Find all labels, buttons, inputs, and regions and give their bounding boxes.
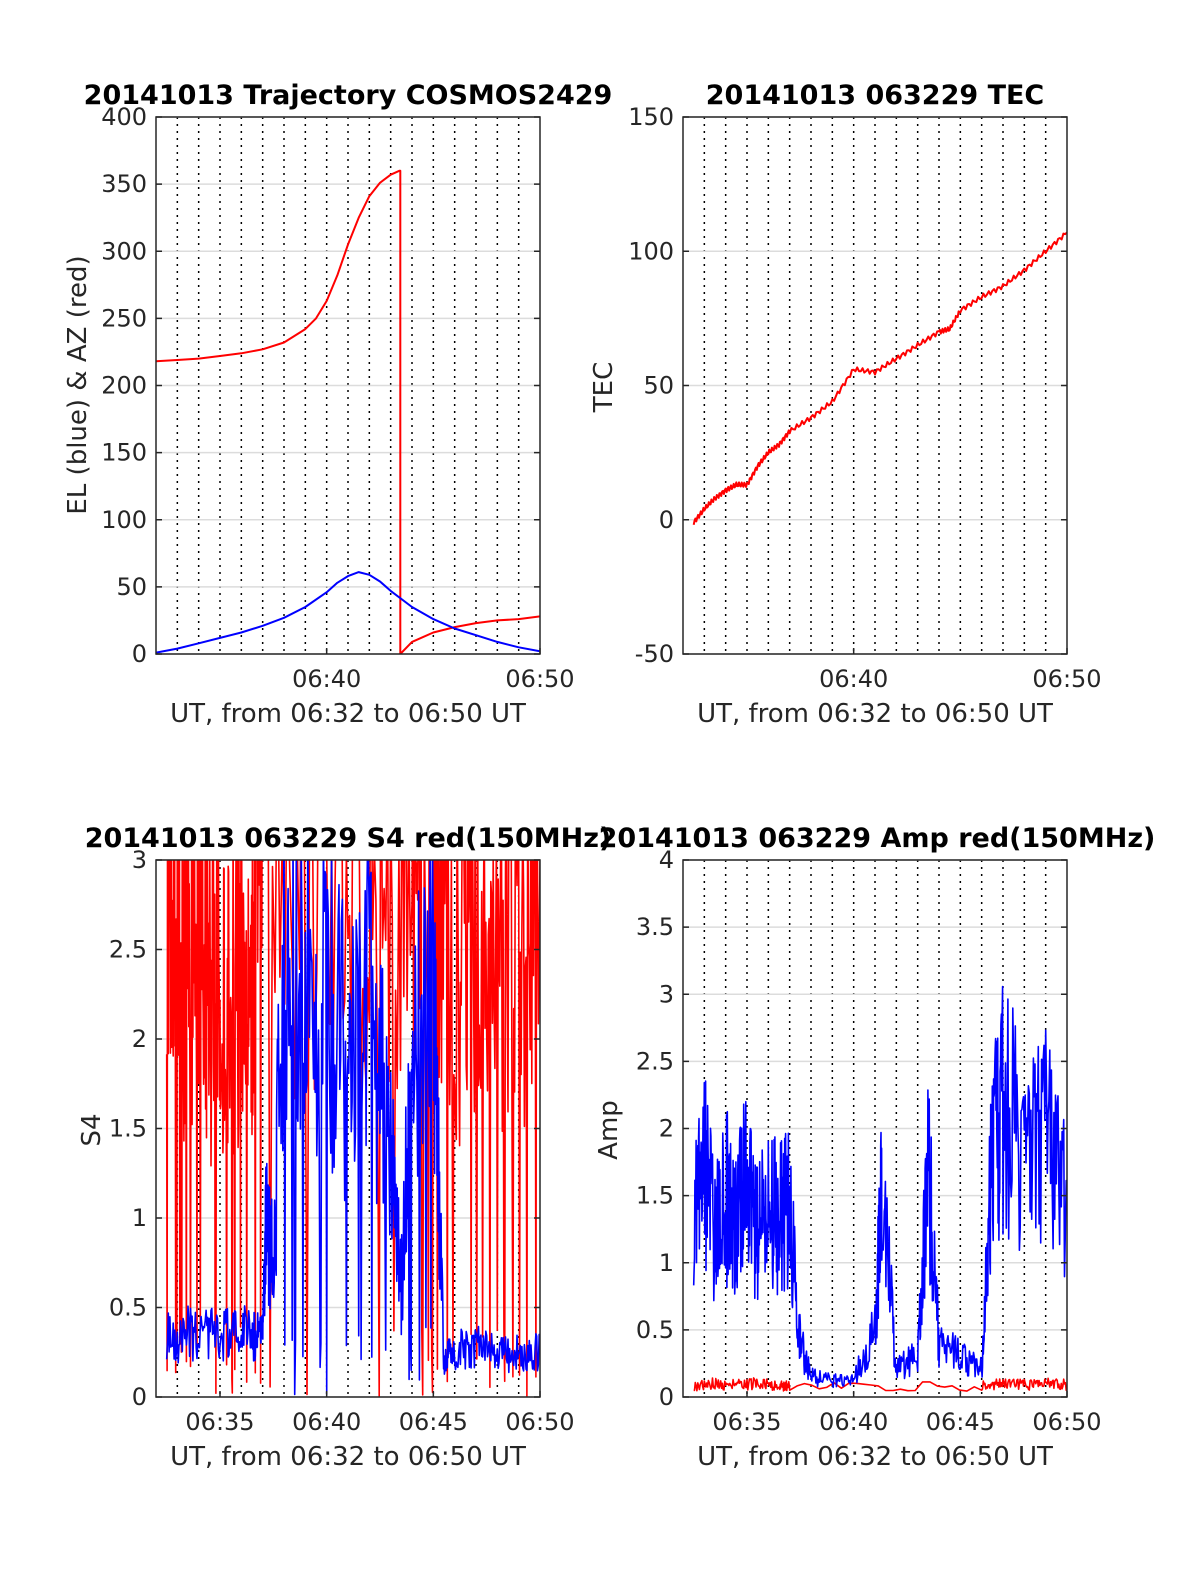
trajectory-y-tick-label: 400 bbox=[101, 103, 147, 131]
trajectory-title: 20141013 Trajectory COSMOS2429 bbox=[84, 80, 613, 111]
amp-y-tick-label: 4 bbox=[659, 846, 674, 874]
amp-series-blue-line bbox=[692, 985, 1067, 1389]
trajectory-y-tick-label: 200 bbox=[101, 372, 147, 400]
trajectory-y-axis-label: EL (blue) & AZ (red) bbox=[63, 255, 93, 514]
tec-x-tick-label: 06:40 bbox=[819, 665, 888, 693]
s4-y-tick-label: 3 bbox=[132, 846, 147, 874]
trajectory-x-tick-label: 06:50 bbox=[505, 665, 574, 693]
s4-y-tick-label: 1 bbox=[132, 1204, 147, 1232]
s4-series-red-line bbox=[165, 860, 540, 1397]
amp-y-tick-label: 0.5 bbox=[636, 1316, 674, 1344]
s4-title: 20141013 063229 S4 red(150MHz) bbox=[85, 823, 612, 854]
s4-x-axis-label: UT, from 06:32 to 06:50 UT bbox=[170, 1442, 526, 1472]
s4-x-tick-label: 06:50 bbox=[505, 1408, 574, 1436]
tec-title: 20141013 063229 TEC bbox=[706, 80, 1045, 111]
s4-series-blue-line bbox=[165, 860, 540, 1396]
amp-x-tick-label: 06:50 bbox=[1032, 1408, 1101, 1436]
trajectory-series-blue-line bbox=[156, 571, 540, 654]
tec-y-tick-label: 150 bbox=[628, 103, 674, 131]
amp-x-axis-label: UT, from 06:32 to 06:50 UT bbox=[697, 1442, 1053, 1472]
tec-y-tick-label: 0 bbox=[659, 506, 674, 534]
trajectory-y-tick-label: 350 bbox=[101, 170, 147, 198]
tec-y-tick-label: -50 bbox=[635, 640, 674, 668]
trajectory-y-tick-label: 50 bbox=[116, 573, 147, 601]
s4-y-tick-label: 1.5 bbox=[109, 1115, 147, 1143]
tec-x-axis-label: UT, from 06:32 to 06:50 UT bbox=[697, 699, 1053, 729]
s4-y-axis-label: S4 bbox=[77, 1113, 107, 1146]
trajectory-x-axis-label: UT, from 06:32 to 06:50 UT bbox=[170, 699, 526, 729]
tec-y-tick-label: 50 bbox=[643, 372, 674, 400]
tec-y-tick-label: 100 bbox=[628, 237, 674, 265]
trajectory-y-tick-label: 300 bbox=[101, 237, 147, 265]
tec-series-red-line bbox=[692, 231, 1067, 526]
trajectory-y-tick-label: 150 bbox=[101, 439, 147, 467]
s4-y-tick-label: 2 bbox=[132, 1025, 147, 1053]
amp-y-tick-label: 0 bbox=[659, 1383, 674, 1411]
amp-y-tick-label: 1.5 bbox=[636, 1182, 674, 1210]
trajectory-y-tick-label: 250 bbox=[101, 304, 147, 332]
amp-x-tick-label: 06:40 bbox=[819, 1408, 888, 1436]
s4-y-tick-label: 0.5 bbox=[109, 1294, 147, 1322]
s4-x-tick-label: 06:40 bbox=[292, 1408, 361, 1436]
amp-y-tick-label: 3.5 bbox=[636, 913, 674, 941]
amp-y-tick-label: 3 bbox=[659, 980, 674, 1008]
tec-x-tick-label: 06:50 bbox=[1032, 665, 1101, 693]
tec-panel: -50 0 50 100 150 06:40 06:50 20141013 063229 T… bbox=[589, 80, 1102, 729]
amp-y-tick-label: 2 bbox=[659, 1115, 674, 1143]
trajectory-y-tick-label: 100 bbox=[101, 506, 147, 534]
amp-panel: 0 0.5 1 1.5 2 2.5 3 3.5 4 06:35 06:40 06:45 06:50 20… bbox=[594, 823, 1155, 1472]
trajectory-panel: 0 50 100 150 200 250 300 350 400 06:40 06:50 20141… bbox=[63, 80, 612, 729]
s4-x-tick-label: 06:35 bbox=[185, 1408, 254, 1436]
amp-y-tick-label: 1 bbox=[659, 1249, 674, 1277]
amp-series-red-line bbox=[693, 1377, 1067, 1392]
trajectory-y-tick-label: 0 bbox=[132, 640, 147, 668]
amp-x-tick-label: 06:35 bbox=[712, 1408, 781, 1436]
trajectory-x-tick-label: 06:40 bbox=[292, 665, 361, 693]
amp-y-axis-label: Amp bbox=[594, 1100, 624, 1160]
s4-y-tick-label: 2.5 bbox=[109, 936, 147, 964]
amp-x-tick-label: 06:45 bbox=[926, 1408, 995, 1436]
s4-panel: 0 0.5 1 1.5 2 2.5 3 06:35 06:40 06:45 06:50 201410… bbox=[77, 823, 612, 1472]
s4-x-tick-label: 06:45 bbox=[399, 1408, 468, 1436]
tec-y-axis-label: TEC bbox=[589, 362, 619, 413]
amp-title: 20141013 063229 Amp red(150MHz) bbox=[599, 823, 1156, 854]
amp-y-tick-label: 2.5 bbox=[636, 1047, 674, 1075]
s4-y-tick-label: 0 bbox=[132, 1383, 147, 1411]
